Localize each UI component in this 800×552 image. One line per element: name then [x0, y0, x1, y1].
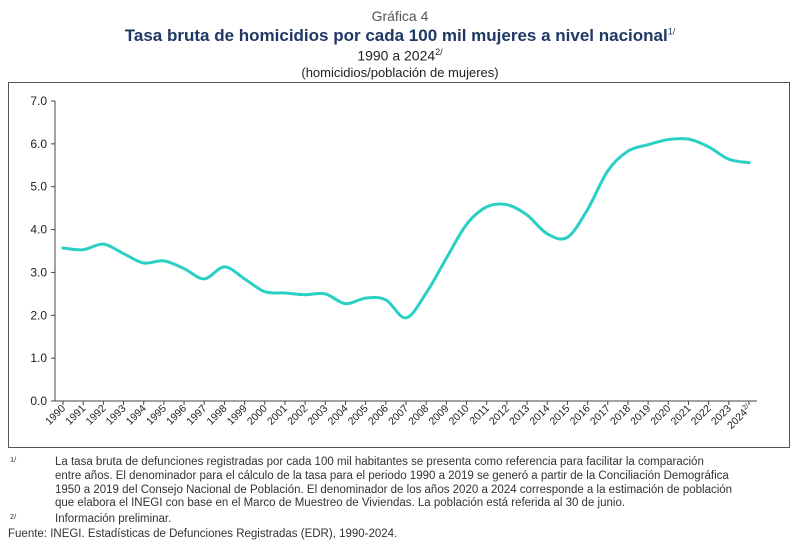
y-tick-label: 2.0: [30, 308, 47, 322]
x-tick-label: 2021: [669, 403, 694, 428]
chart-period: 1990 a 20242/: [0, 47, 800, 64]
footnote-1-line: entre años. El denominador para el cálcu…: [55, 469, 729, 482]
x-tick-label: 2017: [588, 403, 613, 428]
x-tick-label: 2011: [467, 403, 492, 428]
x-tick-label: 1999: [225, 403, 250, 428]
x-tick-label: 1998: [205, 403, 230, 428]
x-tick-label: 2022: [689, 403, 714, 428]
y-tick-label: 6.0: [30, 137, 47, 151]
period-footnote-mark: 2/: [435, 47, 443, 57]
x-tick-label: 2005: [346, 403, 371, 428]
x-tick-label: 1997: [184, 403, 209, 428]
x-tick-label: 2015: [548, 403, 573, 428]
x-tick-label: 1993: [104, 403, 129, 428]
x-tick-label: 2018: [608, 403, 633, 428]
x-tick-label: 2006: [366, 403, 391, 428]
footnote-1-mark: 1/: [10, 455, 17, 464]
footnote-1: La tasa bruta de defunciones registradas…: [55, 456, 732, 511]
x-tick-label: 2013: [507, 403, 532, 428]
x-tick-label: 1995: [144, 403, 169, 428]
x-tick-footnote-mark: 2/: [742, 403, 751, 412]
x-tick-label: 2001: [265, 403, 290, 428]
series-line: [61, 137, 751, 320]
footnote-2-line: Información preliminar.: [55, 513, 172, 525]
title-footnote-mark: 1/: [667, 26, 676, 37]
chart-period-text: 1990 a 2024: [357, 47, 436, 64]
x-tick-label: 2004: [326, 403, 351, 428]
x-tick-label: 2016: [568, 403, 593, 428]
y-tick-label: 3.0: [30, 265, 47, 279]
x-tick-label: 2007: [386, 403, 411, 428]
x-tick-label: 2019: [628, 403, 653, 428]
x-tick-label: 1994: [124, 403, 149, 428]
y-tick-label: 4.0: [30, 223, 47, 237]
chart-frame: 0.0 1.0 2.0 3.0 4.0 5.0 6.0 7.0 1990 1991 1992 1993…: [8, 82, 790, 448]
x-tick-label: 2020: [648, 403, 673, 428]
chart-title-text: Tasa bruta de homicidios por cada 100 mi…: [124, 26, 668, 45]
y-tick-label: 1.0: [30, 351, 47, 365]
x-tick-label: 1992: [83, 403, 108, 428]
x-tick-label: 2009: [426, 403, 451, 428]
x-tick-label: 2003: [305, 403, 330, 428]
x-tick-label: 2002: [285, 403, 310, 428]
chart-title: Tasa bruta de homicidios por cada 100 mi…: [0, 26, 800, 46]
x-tick-label: 2008: [406, 403, 431, 428]
source-note: Fuente: INEGI. Estadísticas de Defuncion…: [8, 528, 398, 540]
footnote-2: Información preliminar.: [55, 513, 171, 527]
x-tick-label: 1996: [164, 403, 189, 428]
x-tick-label: 2014: [527, 403, 552, 428]
y-tick-label: 5.0: [30, 180, 47, 194]
x-tick-label: 2012: [487, 403, 512, 428]
x-tick-label: 2010: [447, 403, 472, 428]
x-tick-label: 1991: [63, 403, 88, 428]
y-tick-label: 0.0: [30, 394, 47, 408]
footnote-1-line: que elabora el INEGI con base en el Marc…: [55, 497, 626, 510]
line-chart: 0.01.02.03.04.05.06.07.01990199119921993…: [30, 94, 757, 432]
y-tick-label: 7.0: [30, 94, 47, 108]
chart-units: (homicidios/población de mujeres): [301, 65, 499, 80]
footnote-1-line: 1950 a 2019 del Consejo Nacional de Pobl…: [55, 483, 733, 496]
footnote-1-line: La tasa bruta de defunciones registradas…: [55, 456, 704, 468]
x-tick-label: 2000: [245, 403, 270, 428]
chart-label: Gráfica 4: [371, 8, 429, 24]
footnote-2-mark: 2/: [10, 512, 17, 521]
